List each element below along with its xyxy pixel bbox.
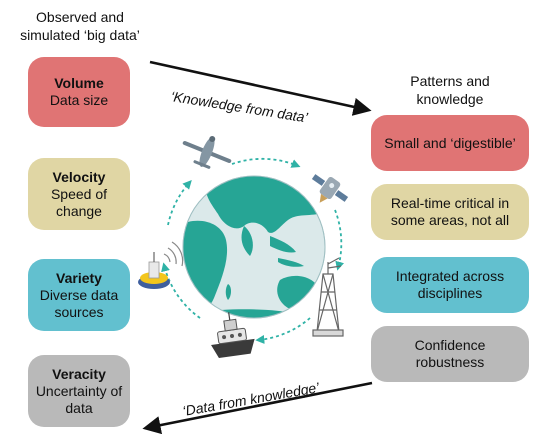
variety-box: Variety Diverse data sources (28, 259, 130, 331)
volume-text: Data size (49, 92, 109, 108)
weather-buoy-icon (138, 241, 184, 289)
veracity-title: Veracity (52, 365, 106, 382)
knowledge-from-data-arrow (149, 60, 372, 116)
observation-cycle-arrows (161, 157, 345, 344)
data-from-knowledge-arrow (142, 381, 373, 435)
monitoring-tower-icon (312, 257, 344, 337)
confidence-text: Confidence robustness (414, 337, 486, 370)
real-time-box: Real-time critical in some areas, not al… (371, 184, 529, 240)
right-heading: Patterns and knowledge (410, 73, 490, 107)
globe-icon (182, 175, 326, 319)
veracity-text: Uncertainty of data (35, 382, 123, 416)
small-digestible-text: Small and ‘digestible’ (384, 134, 516, 151)
integrated-box: Integrated across disciplines (371, 257, 529, 313)
velocity-text: Speed of change (50, 185, 108, 219)
drone-aircraft-icon (182, 136, 232, 169)
small-digestible-box: Small and ‘digestible’ (371, 115, 529, 171)
real-time-text: Real-time critical in some areas, not al… (390, 195, 510, 228)
velocity-title: Velocity (52, 168, 106, 185)
variety-text: Diverse data sources (39, 286, 119, 320)
volume-box: Volume Data size (28, 57, 130, 127)
veracity-box: Veracity Uncertainty of data (28, 355, 130, 427)
confidence-box: Confidence robustness (371, 326, 529, 382)
left-heading: Observed and simulated ‘big data’ (20, 9, 140, 43)
volume-title: Volume (54, 75, 104, 91)
variety-title: Variety (56, 269, 102, 286)
integrated-text: Integrated across disciplines (395, 268, 505, 301)
velocity-box: Velocity Speed of change (28, 158, 130, 230)
research-vessel-icon (211, 312, 255, 359)
satellite-icon (311, 174, 349, 203)
